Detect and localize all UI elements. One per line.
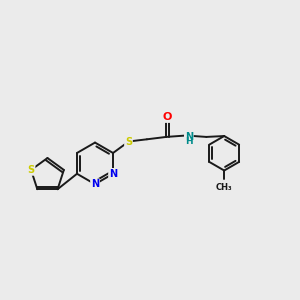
Text: N: N (91, 179, 99, 189)
Text: O: O (163, 112, 172, 122)
Text: H: H (185, 137, 193, 146)
Text: N: N (109, 169, 117, 179)
Text: CH₃: CH₃ (216, 183, 232, 192)
Text: S: S (125, 137, 132, 147)
Text: N: N (185, 132, 193, 142)
Text: S: S (28, 165, 34, 175)
